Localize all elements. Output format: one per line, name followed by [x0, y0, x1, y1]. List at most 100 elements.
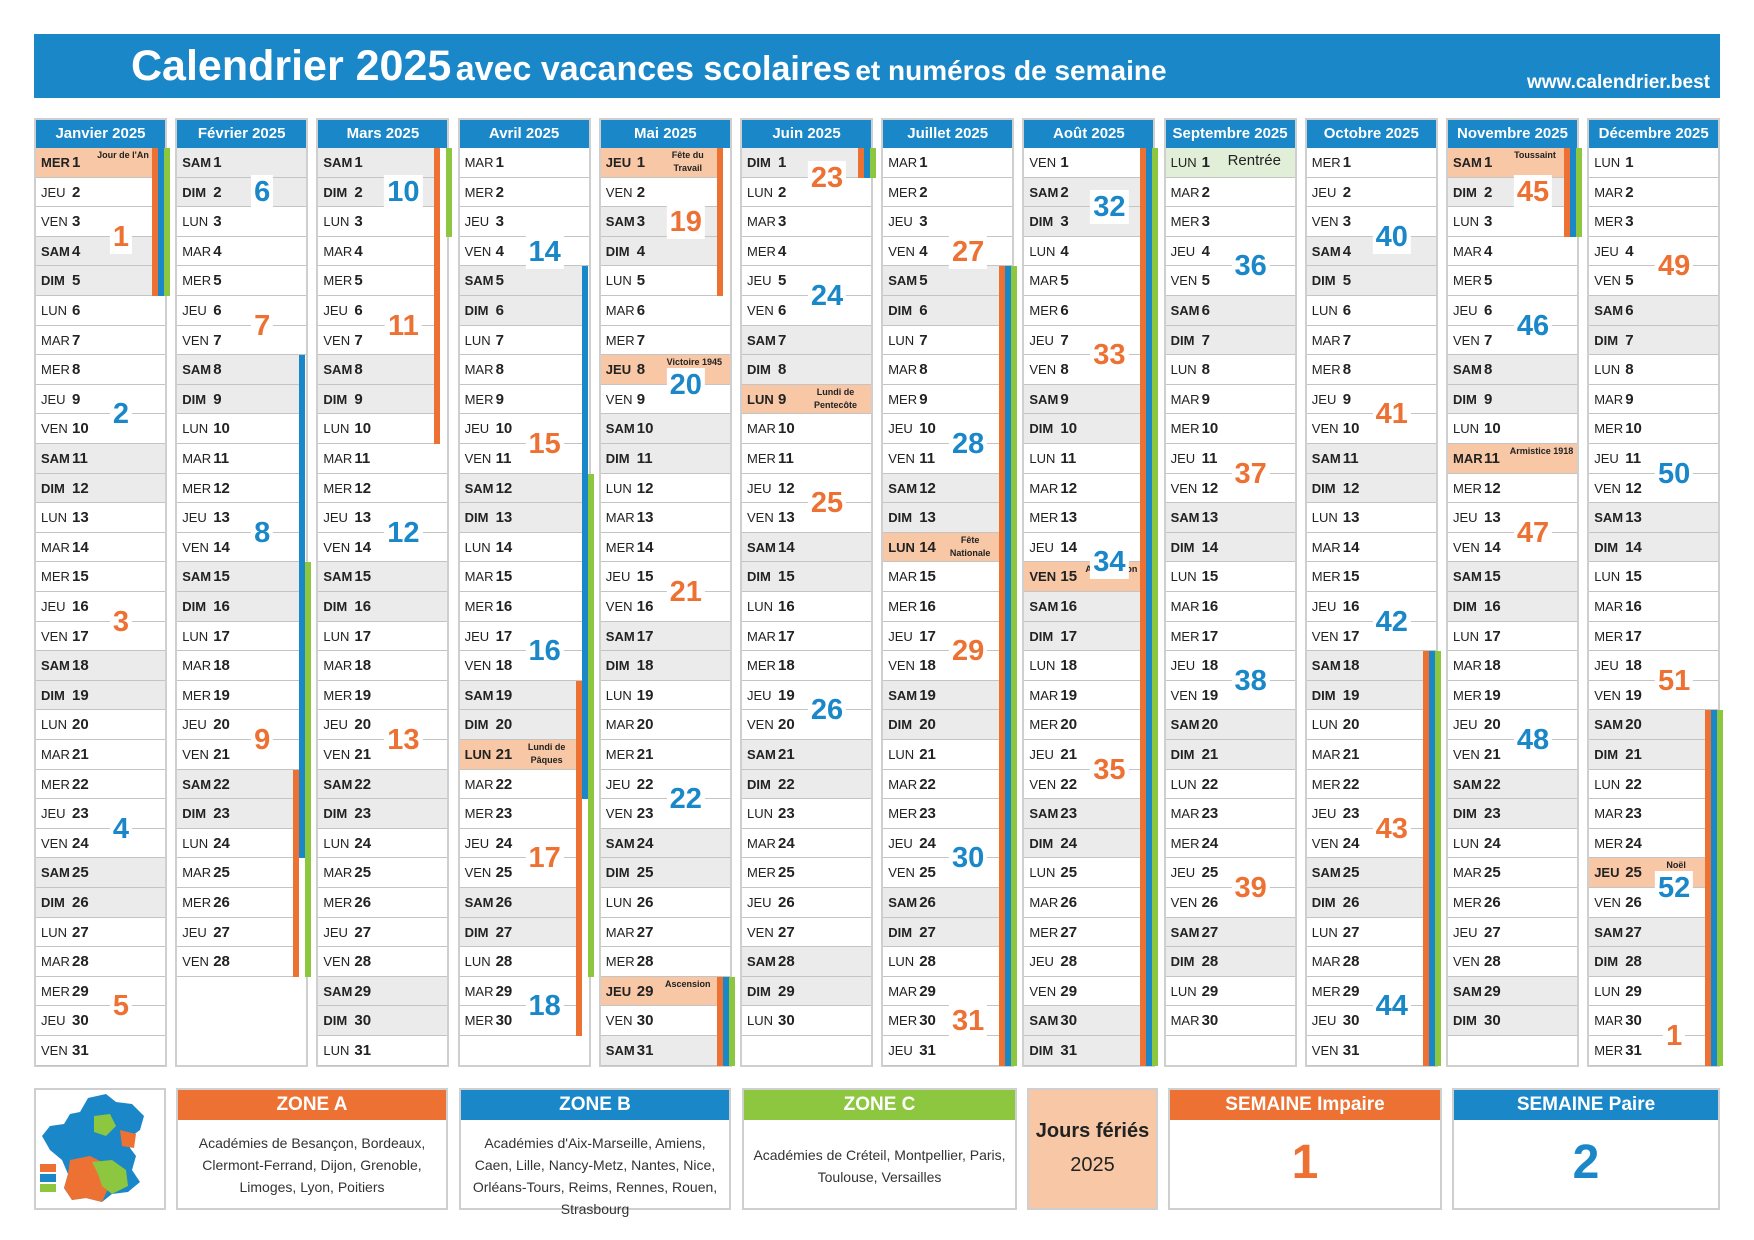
day-number: 9: [1342, 390, 1352, 408]
day-weekday: MAR: [888, 362, 918, 378]
day-row: LUN 22: [1165, 770, 1295, 800]
day-row: JEU 2: [1306, 178, 1436, 208]
day-number: 1: [636, 154, 646, 171]
day-row: MAR 5: [1024, 266, 1141, 296]
day-weekday: VEN: [1453, 747, 1480, 762]
day-number: 9: [636, 390, 646, 408]
day-number: 10: [636, 420, 654, 438]
month-header: Mai 2025: [600, 120, 730, 148]
vacation-bar-zone-c: [1717, 710, 1724, 1066]
day-number: 13: [778, 509, 795, 527]
day-row: LUN 31: [318, 1036, 448, 1066]
day-number: 26: [213, 894, 230, 911]
day-row: LUN 10: [318, 414, 435, 444]
day-number: 14: [354, 538, 372, 556]
holiday-label: Lundi de Pâques: [527, 742, 566, 765]
day-weekday: SAM: [1029, 184, 1059, 200]
day-number: 10: [354, 420, 372, 438]
day-row: DIM 9: [318, 384, 435, 415]
day-weekday: VEN: [1311, 628, 1339, 644]
day-weekday: VEN: [464, 451, 492, 466]
day-weekday: VEN: [1594, 480, 1621, 496]
day-row: MER 17: [1165, 622, 1295, 652]
day-weekday: LUN: [323, 628, 350, 644]
day-number: 13: [495, 509, 513, 527]
day-weekday: MAR: [1453, 243, 1482, 259]
day-number: 12: [1625, 479, 1642, 497]
day-number: 16: [495, 598, 513, 615]
day-row: LUN 22: [1589, 770, 1706, 800]
day-number: 20: [213, 716, 230, 734]
vacation-bar-zone-b: [722, 976, 729, 1066]
day-number: 4: [1342, 242, 1352, 260]
day-number: 14: [1484, 538, 1501, 556]
day-row: DIM 16: [1448, 592, 1577, 622]
day-row: MAR 25: [177, 858, 294, 888]
day-row: MAR 16: [1589, 592, 1719, 622]
day-number: 14: [495, 538, 513, 556]
day-number: 3: [1060, 213, 1069, 231]
day-number: 7: [213, 331, 222, 349]
day-row: MER 24: [1589, 829, 1706, 859]
day-number: 16: [1625, 598, 1642, 615]
month-header: Juin 2025: [742, 120, 871, 148]
day-weekday: LUN: [1311, 717, 1338, 733]
day-weekday: MER: [747, 243, 776, 259]
day-number: 27: [1201, 923, 1219, 941]
week-number: 10: [384, 175, 423, 210]
day-row: MAR 9: [1589, 385, 1719, 415]
day-number: 1: [778, 154, 787, 171]
day-number: 2: [778, 183, 787, 201]
day-number: 22: [1484, 775, 1501, 793]
day-row: MAR 7: [36, 326, 165, 356]
day-weekday: MER: [182, 687, 212, 703]
day-weekday: DIM: [1029, 628, 1054, 644]
day-row: MAR 9: [1165, 385, 1295, 415]
day-number: 24: [1342, 834, 1360, 852]
website-link[interactable]: www.calendrier.best: [1526, 72, 1710, 93]
day-weekday: LUN: [1311, 303, 1338, 318]
day-weekday: SAM: [1453, 362, 1482, 378]
day-row: MAR 14: [36, 533, 165, 563]
day-weekday: MAR: [605, 717, 635, 733]
day-row: SAM 13: [1165, 503, 1295, 533]
day-row: JEU 27: [1448, 918, 1577, 948]
day-row: VEN 31: [1306, 1036, 1423, 1066]
day-weekday: SAM: [41, 243, 70, 259]
day-number: 29: [1625, 982, 1642, 1000]
day-number: 16: [1201, 598, 1219, 615]
day-row: LUN 24: [1448, 829, 1577, 859]
day-number: 10: [1484, 420, 1501, 438]
day-weekday: SAM: [1029, 391, 1059, 407]
day-number: 11: [919, 450, 936, 467]
day-row: MER 12: [1448, 474, 1577, 504]
day-weekday: DIM: [1594, 539, 1619, 555]
day-weekday: MER: [747, 658, 776, 674]
day-number: 14: [213, 538, 230, 556]
day-row: JEU 27: [177, 918, 294, 948]
day-row: MER 8: [1306, 355, 1436, 385]
day-number: 13: [354, 509, 372, 527]
month-column: Octobre 2025 MER 1 JEU 2 VEN 3 SAM 4 DIM 5 LUN 6 MAR 7…: [1304, 118, 1441, 1067]
day-number: 31: [1060, 1042, 1078, 1059]
day-row: DIM 16: [177, 592, 300, 622]
day-number: 29: [495, 982, 513, 1000]
day-number: 8: [1342, 361, 1352, 379]
semaine-impaire-example: 1: [1291, 1136, 1319, 1189]
day-row: JEU 8 Victoire 1945: [600, 355, 730, 385]
day-number: 25: [1201, 864, 1219, 882]
day-weekday: MER: [605, 332, 635, 348]
day-weekday: MER: [464, 184, 494, 200]
day-number: 23: [636, 805, 654, 823]
day-weekday: JEU: [1594, 865, 1620, 881]
day-row: LUN 26: [600, 888, 730, 918]
day-weekday: MAR: [323, 243, 353, 259]
day-weekday: VEN: [182, 332, 209, 348]
day-row: MAR 4: [318, 237, 435, 267]
zone-b-text: Académies d'Aix-Marseille, Amiens, Caen,…: [472, 1135, 718, 1217]
day-row: LUN 5: [600, 266, 717, 296]
title-tail: et numéros de semaine: [855, 55, 1167, 86]
week-number: 11: [385, 308, 422, 343]
day-row: DIM 20: [883, 710, 1000, 740]
day-row: MAR 21: [36, 740, 165, 770]
